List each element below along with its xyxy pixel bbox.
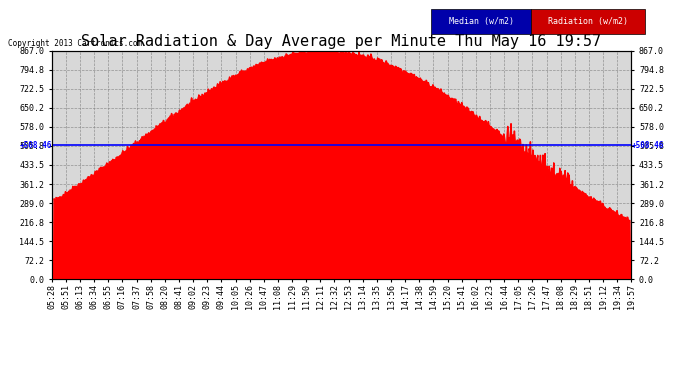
Text: Median (w/m2): Median (w/m2): [448, 17, 514, 26]
Text: +508.46: +508.46: [631, 141, 664, 150]
Text: Copyright 2013 Cartronics.com: Copyright 2013 Cartronics.com: [8, 39, 142, 48]
Text: +508.46: +508.46: [19, 141, 52, 150]
Text: Radiation (w/m2): Radiation (w/m2): [549, 17, 628, 26]
Title: Solar Radiation & Day Average per Minute Thu May 16 19:57: Solar Radiation & Day Average per Minute…: [81, 34, 602, 50]
